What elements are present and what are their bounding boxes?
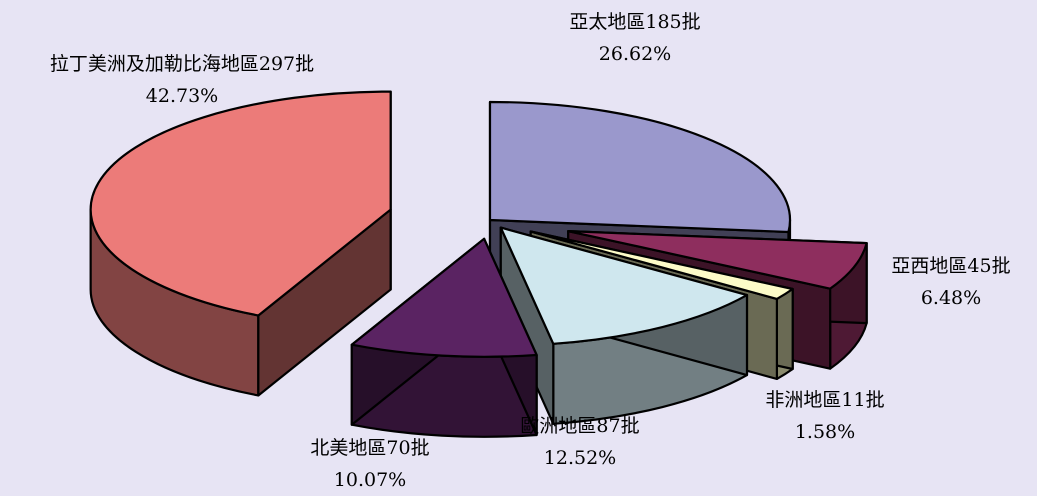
- label-europe-name: 歐洲地區87批: [520, 415, 640, 437]
- label-north-america: 北美地區70批 10.07%: [285, 432, 455, 496]
- label-west-asia-name: 亞西地區45批: [891, 255, 1011, 277]
- label-west-asia: 亞西地區45批 6.48%: [870, 250, 1032, 314]
- label-latin-america-percent: 42.73%: [145, 85, 219, 107]
- label-asia-pacific: 亞太地區185批 26.62%: [545, 6, 725, 70]
- slice-europe-top: [499, 226, 749, 345]
- slice-north-america: [350, 237, 538, 438]
- label-latin-america: 拉丁美洲及加勒比海地區297批 42.73%: [4, 48, 360, 112]
- slice-west-asia-top: [567, 230, 868, 290]
- label-africa: 非洲地區11批 1.58%: [745, 384, 905, 448]
- label-asia-pacific-name: 亞太地區185批: [569, 11, 701, 33]
- slice-europe: [499, 226, 749, 425]
- label-europe: 歐洲地區87批 12.52%: [495, 410, 665, 474]
- label-africa-percent: 1.58%: [794, 421, 856, 443]
- label-north-america-name: 北美地區70批: [310, 437, 430, 459]
- label-africa-name: 非洲地區11批: [765, 389, 885, 411]
- slice-asia-pacific-top: [488, 100, 792, 234]
- slice-north-america-top: [350, 237, 538, 358]
- label-west-asia-percent: 6.48%: [920, 287, 982, 309]
- label-asia-pacific-percent: 26.62%: [598, 43, 672, 65]
- label-latin-america-name: 拉丁美洲及加勒比海地區297批: [49, 53, 315, 75]
- slice-latin-america: [89, 90, 392, 397]
- slice-africa-top: [529, 230, 794, 301]
- label-north-america-percent: 10.07%: [333, 469, 407, 491]
- label-europe-percent: 12.52%: [543, 447, 617, 469]
- slice-latin-america-top: [89, 90, 392, 317]
